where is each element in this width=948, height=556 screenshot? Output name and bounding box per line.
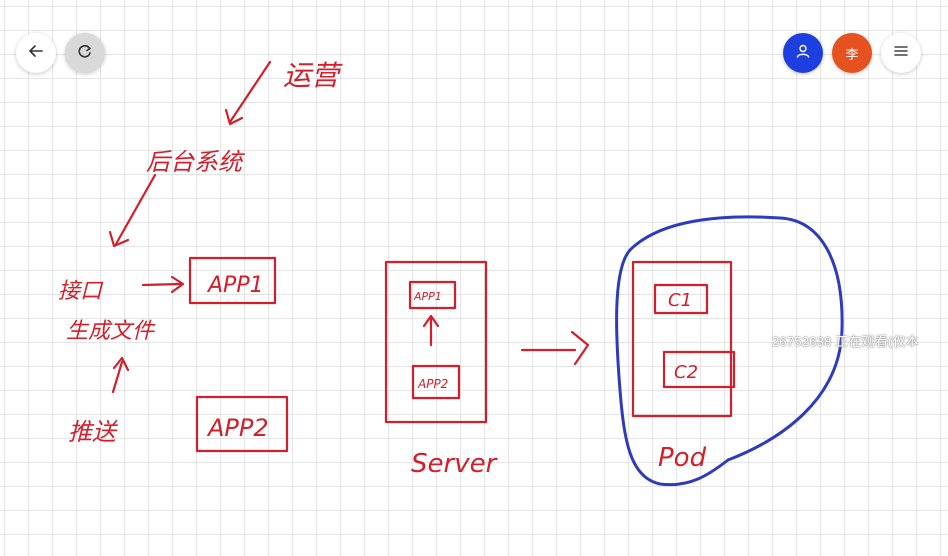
user-icon — [795, 43, 811, 64]
pod-c1-box — [653, 283, 709, 315]
note-push: 推送 — [68, 418, 118, 446]
server-label: Server — [411, 449, 499, 479]
arrow-head — [108, 230, 130, 248]
app2-box — [195, 395, 289, 453]
server-app1-box — [408, 280, 457, 310]
arrow-to-app1 — [141, 282, 182, 287]
pod-c2-label: C2 — [674, 362, 698, 383]
server-app2-box — [411, 364, 461, 400]
pod-c2-box — [662, 350, 736, 389]
user-button[interactable] — [783, 33, 823, 73]
note-backend: 后台系统 — [146, 148, 245, 176]
viewer-watching-banner: 26752638 正在观看(仅本 — [772, 334, 919, 349]
avatar[interactable]: 李 — [832, 33, 872, 73]
arrow-up — [111, 360, 124, 394]
avatar-label: 李 — [845, 46, 859, 62]
arrow-head — [422, 314, 440, 328]
server-box — [384, 260, 488, 424]
menu-button[interactable] — [881, 33, 921, 73]
arrow-head — [112, 356, 130, 372]
refresh-button[interactable] — [65, 33, 105, 73]
arrow-head — [224, 108, 244, 126]
note-top: 运营 — [283, 59, 343, 92]
app2-label: APP2 — [206, 414, 269, 442]
pod-highlight-loop — [615, 215, 844, 487]
arrow-down-left-2 — [114, 173, 157, 246]
pod-label: Pod — [658, 443, 707, 473]
pod-box — [631, 260, 733, 418]
note-generate: 生成文件 — [66, 319, 156, 344]
refresh-icon — [76, 42, 94, 65]
arrow-head — [570, 330, 590, 366]
pod-c1-label: C1 — [668, 290, 692, 311]
back-button[interactable] — [16, 33, 56, 73]
app1-box — [188, 256, 277, 305]
arrow-down-left — [228, 60, 272, 124]
arrow-head — [170, 275, 185, 294]
server-app1-label: APP1 — [413, 290, 442, 303]
note-interface: 接口 — [58, 279, 104, 304]
menu-icon — [892, 42, 910, 65]
server-app2-label: APP2 — [417, 377, 448, 391]
arrow-left-icon — [27, 42, 45, 65]
app1-label: APP1 — [206, 273, 264, 298]
